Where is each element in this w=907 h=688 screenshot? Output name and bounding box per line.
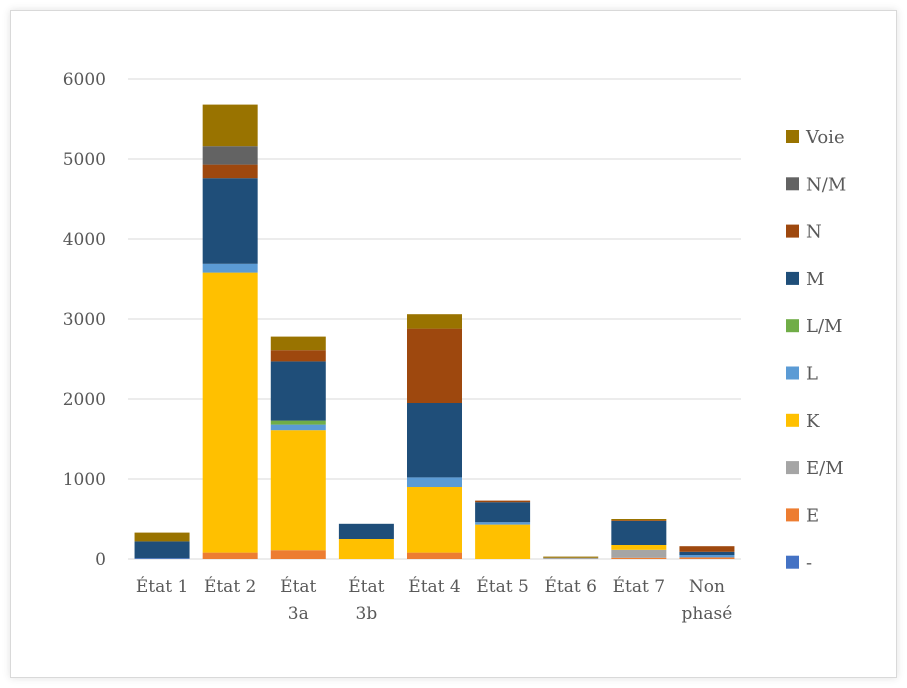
y-tick-label-6: 6000 (63, 70, 106, 90)
legend-label-4: L/M (806, 316, 842, 337)
x-tick-label-2-0: État (280, 576, 316, 597)
y-tick-label-1: 1000 (63, 470, 106, 490)
bar-segment-2-N (270, 350, 326, 362)
x-tick-label-8-1: phasé (682, 604, 733, 624)
legend-label-7: E/M (806, 458, 844, 479)
y-tick-label-5: 5000 (63, 150, 106, 170)
legend-swatch-8 (786, 508, 799, 522)
bar-segment-8-L (679, 555, 735, 558)
bar-segment-1-L (202, 263, 258, 273)
bar-segment-2-K (270, 430, 326, 551)
bar-segment-5-N (475, 500, 531, 503)
legend-swatch-3 (786, 271, 799, 285)
legend-swatch-4 (786, 319, 799, 333)
legend-label-1: N/M (806, 174, 846, 195)
x-tick-label-3-1: 3b (356, 604, 378, 624)
x-tick-label-4-0: État 4 (408, 576, 460, 597)
bar-segment-2-L (270, 424, 326, 431)
legend-label-8: E (806, 505, 819, 526)
legend-swatch-7 (786, 461, 799, 475)
bar-segment-4-K (407, 487, 462, 553)
x-tick-label-8-0: Non (689, 577, 725, 597)
legend-label-0: Voie (805, 127, 845, 148)
bar-segment-2-LM (270, 420, 326, 425)
x-tick-label-3-0: État (348, 576, 384, 597)
bar-segment-1-E (202, 552, 258, 559)
bar-segment-0-dash (134, 558, 190, 559)
bar-segment-0-M (134, 541, 190, 559)
legend-swatch-2 (786, 224, 799, 238)
bar-segment-1-Voie (202, 104, 258, 147)
x-tick-label-7-0: État 7 (613, 576, 665, 597)
y-tick-label-3: 3000 (63, 310, 106, 330)
bar-segment-7-EM (611, 549, 667, 558)
y-tick-label-2: 2000 (63, 390, 106, 410)
bar-segment-1-N (202, 164, 258, 179)
legend-label-3: M (806, 269, 824, 290)
legend-swatch-5 (786, 366, 799, 380)
bar-segment-2-Voie (270, 336, 326, 351)
bar-segment-1-NM (202, 146, 258, 165)
legend-swatch-1 (786, 177, 799, 191)
x-tick-label-6-0: État 6 (545, 576, 597, 597)
x-tick-label-2-1: 3a (288, 604, 309, 624)
legend-swatch-0 (786, 130, 799, 143)
bar-segment-2-E (270, 550, 326, 559)
bar-segment-8-M (679, 551, 735, 555)
bar-segment-3-M (338, 523, 394, 539)
bar-segment-7-Voie (611, 519, 667, 521)
bar-segment-5-K (475, 524, 531, 559)
legend-label-2: N (806, 222, 822, 243)
bar-segment-7-K (611, 545, 667, 550)
y-tick-label-0: 0 (95, 550, 106, 570)
bar-segment-5-L (475, 522, 531, 525)
bar-segment-0-Voie (134, 532, 190, 542)
bar-segment-3-K (338, 539, 394, 559)
legend-label-6: K (806, 411, 820, 432)
bar-segment-6-Voie (543, 556, 599, 558)
bar-segment-6-EM (543, 557, 599, 559)
bar-segment-7-M (611, 521, 667, 545)
bar-segment-8-E (679, 557, 735, 559)
x-tick-label-5-0: État 5 (476, 576, 528, 597)
x-tick-label-1-0: État 2 (204, 576, 256, 597)
bar-segment-4-E (407, 552, 462, 559)
bar-segment-4-N (407, 328, 462, 403)
bar-segment-2-M (270, 361, 326, 421)
bar-segment-4-Voie (407, 314, 462, 329)
legend-swatch-6 (786, 413, 799, 427)
y-tick-label-4: 4000 (63, 230, 106, 250)
bar-segment-7-N (611, 520, 667, 521)
bar-segment-4-L (407, 477, 462, 487)
bar-segment-5-M (475, 502, 531, 523)
bar-segment-4-M (407, 403, 462, 478)
x-tick-label-0-0: État 1 (136, 576, 188, 597)
legend-label-9: - (806, 553, 812, 574)
bar-segment-8-N (679, 546, 735, 552)
bar-segment-7-E (611, 557, 667, 559)
legend-label-5: L (806, 364, 818, 385)
legend-swatch-9 (786, 555, 799, 569)
bar-segment-1-M (202, 178, 258, 264)
bar-segment-1-K (202, 272, 258, 553)
